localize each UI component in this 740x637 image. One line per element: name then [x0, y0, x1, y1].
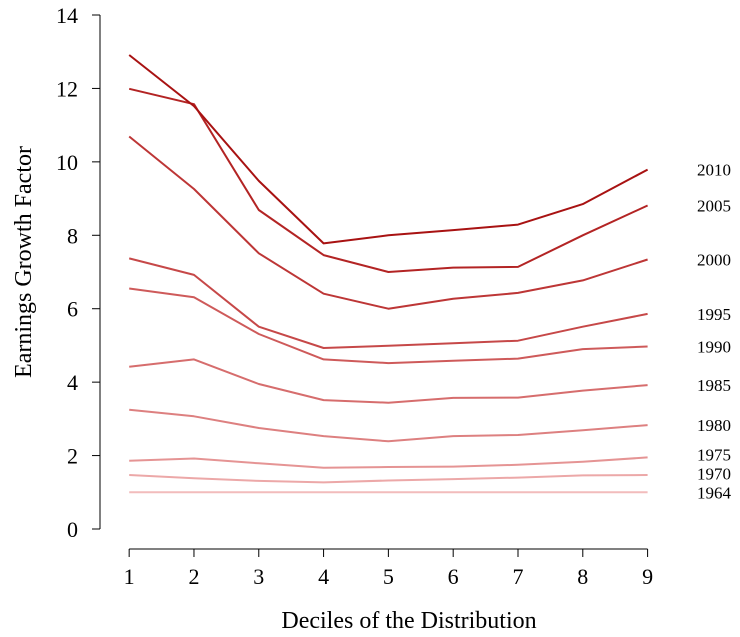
x-tick-label: 1 — [124, 564, 135, 589]
series-line-2010 — [128, 54, 649, 245]
series-label-1990: 1990 — [697, 338, 731, 357]
series-label-1975: 1975 — [697, 445, 731, 464]
y-tick-label: 12 — [56, 76, 78, 101]
series-line-1975 — [129, 456, 648, 469]
series-line-1990 — [129, 287, 648, 365]
series-line-2000 — [128, 135, 648, 310]
series-line-1970 — [129, 474, 648, 484]
series-lines — [128, 54, 649, 494]
series-line-1985 — [129, 358, 648, 404]
x-tick-label: 8 — [577, 564, 588, 589]
x-tick-label: 2 — [188, 564, 199, 589]
series-label-1985: 1985 — [697, 376, 731, 395]
series-label-1970: 1970 — [697, 464, 731, 483]
series-line-2005 — [128, 87, 649, 273]
series-line-1995 — [128, 257, 648, 349]
series-label-1980: 1980 — [697, 416, 731, 435]
y-tick-label: 2 — [67, 444, 78, 469]
y-tick-label: 6 — [67, 297, 78, 322]
series-label-1995: 1995 — [697, 305, 731, 324]
y-tick-label: 4 — [67, 370, 78, 395]
y-tick-label: 8 — [67, 223, 78, 248]
series-line-1980 — [129, 408, 648, 443]
series-label-2010: 2010 — [697, 161, 731, 180]
x-tick-label: 7 — [512, 564, 523, 589]
x-tick-label: 5 — [383, 564, 394, 589]
x-tick-label: 9 — [642, 564, 653, 589]
y-tick-label: 14 — [56, 3, 78, 28]
series-label-2005: 2005 — [697, 197, 731, 216]
y-axis: 0 2 4 6 8 10 12 14 — [56, 3, 101, 542]
series-label-2000: 2000 — [697, 251, 731, 270]
x-axis: 1 2 3 4 5 6 7 8 9 — [124, 548, 653, 589]
x-tick-label: 6 — [448, 564, 459, 589]
x-tick-label: 3 — [253, 564, 264, 589]
y-axis-title: Earnings Growth Factor — [11, 146, 37, 378]
y-tick-label: 0 — [67, 517, 78, 542]
x-axis-title: Deciles of the Distribution — [281, 608, 536, 634]
x-tick-label: 4 — [318, 564, 329, 589]
series-label-1964: 1964 — [697, 483, 732, 502]
y-tick-label: 10 — [56, 150, 78, 175]
